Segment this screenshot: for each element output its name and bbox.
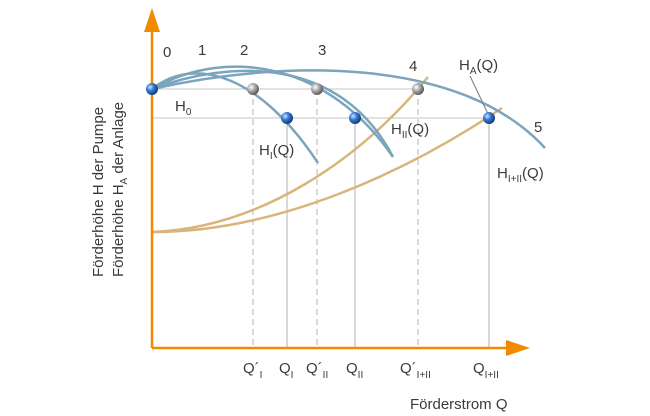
point-number-1: 1 [198,42,206,59]
system-curve-steep [151,76,429,234]
x-tick-q-i: QI [279,360,293,381]
hi-plus-ii-curve-label: HI+II(Q) [497,165,544,185]
x-axis-arrowhead [506,340,530,356]
point-number-5: 5 [534,119,542,136]
operating-point-q-prime-i [247,83,259,95]
x-tick-q-prime-ii: Q´II [306,360,328,381]
x-tick-q-prime-i-plus-ii: Q´I+II [400,360,431,381]
pump-curve-1 [151,72,320,164]
y-axis-title-line-1: Förderhöhe H der Pumpe [90,107,107,277]
hi-curve-label: HI(Q) [259,142,294,162]
h0-label: H0 [175,98,192,118]
pump-curve-4 [151,69,546,149]
x-tick-q-i-plus-ii: QI+II [473,360,499,381]
operating-point-q-ii [349,112,361,124]
operating-point-q-prime-ii [311,83,323,95]
operating-point-q-i [281,112,293,124]
x-tick-q-prime-i: Q´I [243,360,262,381]
system-curve-flat [151,106,503,234]
x-tick-q-ii: QII [346,360,363,381]
y-axis-arrowhead [144,8,160,32]
point-number-0: 0 [163,44,171,61]
operating-point-q-i-plus-ii [483,112,495,124]
point-number-2: 2 [240,42,248,59]
operating-point-h0 [146,83,158,95]
ha-curve-label: HA(Q) [459,57,498,77]
point-number-3: 3 [318,42,326,59]
operating-point-q-prime-i-plus-ii [412,83,424,95]
y-axis-title-line-2: Förderhöhe HA der Anlage [110,102,130,277]
x-axis-title: Förderstrom Q [410,396,508,413]
hii-curve-label: HII(Q) [391,121,429,141]
point-number-4: 4 [409,58,417,75]
ha-leader-line [469,75,490,117]
